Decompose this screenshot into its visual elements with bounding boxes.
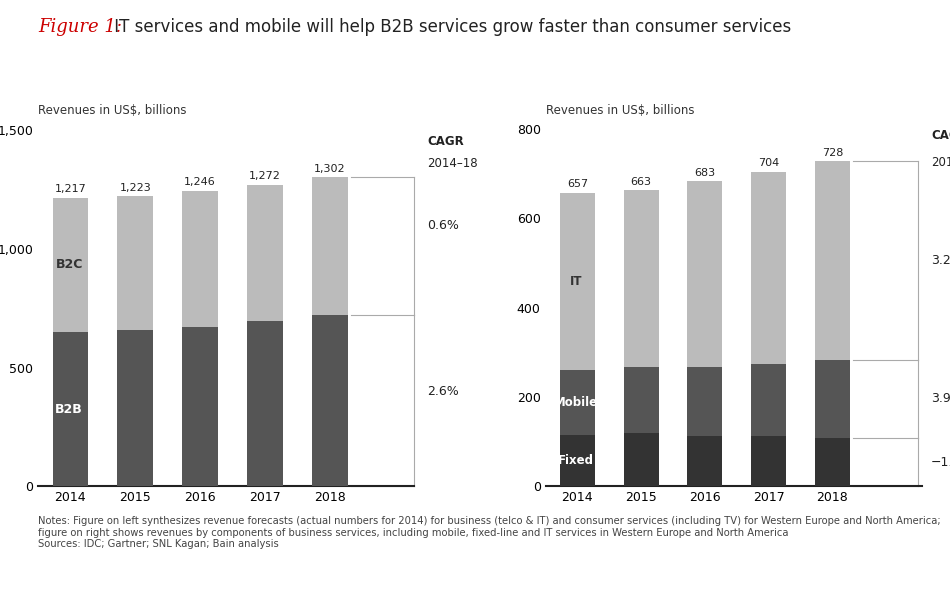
- Bar: [247, 184, 283, 321]
- Text: 1,272: 1,272: [249, 171, 281, 181]
- Bar: [247, 321, 283, 486]
- Text: Mobile and IT services will drive growth in B2B: Mobile and IT services will drive growth…: [567, 72, 919, 85]
- Text: IT: IT: [570, 275, 582, 288]
- Text: CAGR: CAGR: [931, 129, 950, 142]
- Text: 1,223: 1,223: [120, 183, 151, 193]
- Bar: [560, 370, 595, 435]
- Bar: [623, 433, 658, 486]
- Text: 657: 657: [567, 179, 588, 189]
- Text: 2.6%: 2.6%: [427, 385, 459, 398]
- Text: Figure 1:: Figure 1:: [38, 18, 122, 36]
- Text: IT services and mobile will help B2B services grow faster than consumer services: IT services and mobile will help B2B ser…: [109, 18, 791, 36]
- Bar: [52, 197, 88, 332]
- Text: B2B expected to outpace consumer services: B2B expected to outpace consumer service…: [69, 72, 401, 85]
- Bar: [815, 161, 850, 360]
- Text: 1,246: 1,246: [184, 177, 216, 187]
- Text: Fixed: Fixed: [559, 454, 594, 467]
- Text: CAGR: CAGR: [427, 135, 464, 148]
- Bar: [623, 366, 658, 433]
- Text: 1,217: 1,217: [54, 184, 86, 194]
- Bar: [687, 181, 722, 366]
- Text: 0.6%: 0.6%: [427, 219, 459, 232]
- Bar: [52, 332, 88, 486]
- Bar: [182, 327, 218, 486]
- Bar: [182, 191, 218, 327]
- Text: 2014–18: 2014–18: [427, 157, 478, 170]
- Bar: [312, 177, 348, 315]
- Text: −1.0%: −1.0%: [931, 455, 950, 468]
- Bar: [815, 360, 850, 438]
- Bar: [751, 172, 786, 364]
- Text: 663: 663: [631, 177, 652, 187]
- Bar: [623, 190, 658, 366]
- Text: 3.9%: 3.9%: [931, 393, 950, 406]
- Text: 683: 683: [694, 168, 715, 178]
- Text: Mobile: Mobile: [554, 396, 598, 409]
- Text: Revenues in US$, billions: Revenues in US$, billions: [545, 104, 694, 117]
- Bar: [560, 435, 595, 486]
- Text: B2C: B2C: [55, 259, 83, 272]
- Text: 728: 728: [822, 148, 843, 158]
- Bar: [687, 366, 722, 436]
- Text: 3.2%: 3.2%: [931, 254, 950, 267]
- Bar: [687, 436, 722, 486]
- Text: 704: 704: [758, 158, 779, 168]
- Bar: [560, 193, 595, 370]
- Text: Notes: Figure on left synthesizes revenue forecasts (actual numbers for 2014) fo: Notes: Figure on left synthesizes revenu…: [38, 516, 940, 549]
- Text: 2014–18: 2014–18: [931, 156, 950, 169]
- Text: 1,302: 1,302: [314, 164, 346, 174]
- Bar: [751, 436, 786, 486]
- Bar: [751, 364, 786, 436]
- Text: B2B: B2B: [55, 403, 83, 416]
- Bar: [118, 196, 153, 330]
- Text: Revenues in US$, billions: Revenues in US$, billions: [38, 104, 186, 117]
- Bar: [312, 315, 348, 486]
- Bar: [118, 330, 153, 486]
- Bar: [815, 438, 850, 486]
